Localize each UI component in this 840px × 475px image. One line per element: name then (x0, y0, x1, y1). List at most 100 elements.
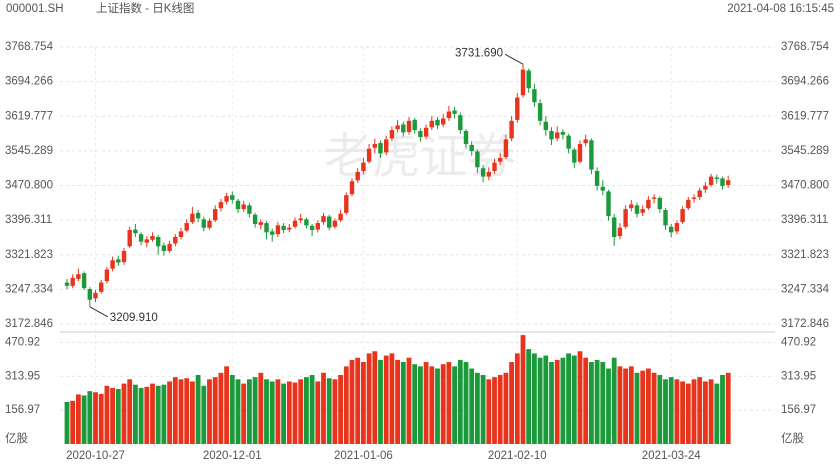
candle-body (395, 125, 400, 130)
candle-body (703, 185, 708, 190)
candle-body (589, 140, 594, 170)
volume-bar (703, 381, 708, 444)
candle-body (121, 250, 127, 263)
volume-bar (224, 366, 229, 444)
volume-bar (178, 379, 184, 444)
volume-bar (195, 374, 201, 444)
volume-bar (286, 381, 292, 444)
volume-bar (589, 362, 594, 444)
volume-bar (372, 351, 378, 444)
y-tick-label: 3694.266 (5, 76, 53, 88)
candle-body (503, 139, 509, 158)
candle-body (70, 277, 75, 286)
volume-bar (110, 387, 115, 444)
volume-bar (526, 349, 532, 444)
candle-body (543, 121, 548, 131)
volume-bar (509, 362, 514, 444)
volume-bar (594, 359, 600, 444)
y-tick-label: 3619.777 (5, 110, 53, 122)
volume-bar (674, 379, 680, 444)
volume-bar (537, 357, 543, 444)
volume-bar (150, 383, 155, 444)
volume-bar (161, 384, 167, 444)
candle-body (207, 220, 212, 228)
candle-body (184, 223, 189, 231)
candle-body (104, 269, 110, 282)
volume-bar (298, 379, 304, 444)
volume-bar (190, 381, 195, 444)
candle-body (537, 103, 543, 121)
candle-body (241, 204, 246, 210)
volume-bar (577, 351, 583, 444)
volume-bar (81, 395, 87, 444)
candle-body (480, 168, 486, 177)
candle-body (201, 219, 206, 228)
volume-bar (292, 382, 298, 444)
volume-bar (218, 372, 224, 444)
volume-bar (640, 370, 646, 444)
min-label: 3209.910 (110, 312, 158, 324)
y-tick-label-right: 3172.846 (781, 318, 829, 330)
volume-bar (514, 353, 520, 444)
candle-body (384, 139, 389, 153)
x-tick-label: 2020-10-27 (66, 450, 125, 462)
candle-body (640, 209, 645, 213)
volume-bar (697, 377, 703, 444)
candle-body (327, 216, 332, 228)
candle-body (458, 115, 463, 131)
volume-bar (628, 366, 634, 444)
y-tick-label-right: 3619.777 (781, 110, 829, 122)
volume-bar (212, 377, 218, 444)
volume-bar (617, 366, 623, 444)
volume-bar (332, 379, 338, 444)
y-tick-label: 3470.800 (5, 180, 53, 192)
candle-body (680, 209, 685, 223)
candle-body (520, 69, 526, 96)
volume-bar (497, 374, 503, 444)
y-tick-label: 3545.289 (5, 145, 53, 157)
volume-bar (423, 362, 429, 444)
candle-body (629, 204, 634, 209)
candle-body (99, 282, 104, 292)
candle-body (634, 205, 640, 214)
volume-bar (201, 385, 207, 444)
volume-bar (611, 357, 617, 444)
volume-bar (691, 379, 697, 444)
candle-body (446, 111, 452, 119)
candle-body (691, 197, 697, 199)
volume-bar (406, 357, 412, 444)
candle-body (560, 131, 566, 135)
volume-bar (172, 377, 178, 444)
candle-body (623, 209, 628, 227)
volume-bar (486, 379, 492, 444)
volume-bar (144, 386, 150, 444)
candle-body (321, 216, 326, 223)
volume-bar (435, 368, 440, 444)
max-label: 3731.690 (455, 47, 503, 59)
volume-bar (247, 379, 252, 444)
volume-bar (115, 389, 121, 444)
volume-bar (315, 381, 321, 444)
candle-body (651, 197, 657, 199)
volume-bar (532, 353, 537, 444)
volume-bar (275, 379, 281, 444)
volume-bar (725, 372, 731, 444)
y-tick-label-right: 3694.266 (781, 76, 829, 88)
candle-body (697, 190, 702, 198)
volume-tick-label-right: 156.97 (781, 404, 816, 416)
candle-body (133, 229, 138, 234)
candle-body (173, 237, 178, 244)
volume-bar (138, 387, 144, 444)
volume-tick-label-right: 313.95 (781, 370, 816, 382)
candle-body (378, 143, 383, 154)
y-tick-label-right: 3321.823 (781, 249, 829, 261)
volume-bar (167, 381, 172, 444)
volume-bar (70, 400, 76, 444)
candle-body (298, 218, 303, 221)
volume-bar (663, 379, 668, 444)
candle-body (275, 225, 281, 235)
volume-bar (418, 366, 423, 444)
y-tick-label-right: 3247.334 (781, 283, 830, 295)
volume-bar (229, 374, 235, 444)
volume-bar (634, 372, 640, 444)
